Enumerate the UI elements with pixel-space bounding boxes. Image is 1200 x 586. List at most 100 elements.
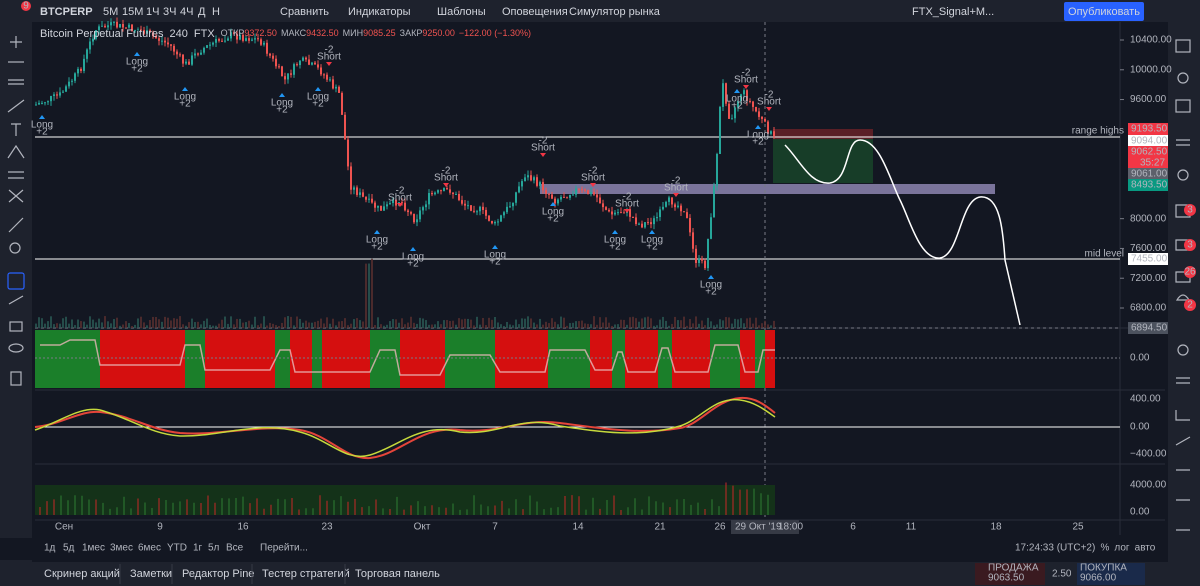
signal-value: +2: [489, 257, 501, 268]
range-button[interactable]: 3мес: [110, 543, 133, 554]
volume-bar: [308, 322, 310, 328]
volume-bar: [137, 318, 139, 328]
volume-bar: [644, 317, 646, 328]
scale-option[interactable]: %: [1101, 543, 1110, 554]
candle: [47, 101, 49, 103]
volume-bar: [647, 316, 649, 328]
volume-bar: [371, 258, 373, 328]
toolbar-button[interactable]: Шаблоны: [437, 6, 486, 18]
buy-button[interactable]: [1077, 563, 1145, 585]
candle: [128, 24, 130, 28]
signal-value: -2: [742, 68, 751, 79]
signal-label: Long: [174, 92, 196, 103]
volume-bar: [224, 316, 226, 328]
signal-value: -2: [589, 166, 598, 177]
candle: [266, 42, 268, 54]
volume-bar: [425, 320, 427, 328]
sell-button[interactable]: [975, 563, 1045, 585]
volume-bar: [461, 319, 463, 328]
candle: [725, 83, 727, 104]
price-badge: [1128, 322, 1168, 334]
volume-bar: [362, 321, 364, 328]
toolbar-button[interactable]: Сравнить: [280, 6, 329, 18]
panel-tab[interactable]: Заметки: [130, 568, 172, 580]
candle: [335, 86, 337, 89]
volume-bar: [650, 318, 652, 328]
toolbar-button[interactable]: Индикаторы: [348, 6, 411, 18]
volume-bar: [521, 318, 523, 328]
candle: [173, 45, 175, 52]
range-button[interactable]: 1г: [193, 543, 203, 554]
candle: [665, 201, 667, 207]
interval-button[interactable]: 1Ч: [146, 6, 159, 18]
interval-button[interactable]: Н: [212, 6, 220, 18]
candle: [572, 194, 574, 196]
time-label: 26: [714, 522, 726, 533]
toolbar-button[interactable]: Симулятор рынка: [569, 6, 661, 18]
candle: [116, 21, 118, 28]
range-button[interactable]: 5д: [63, 543, 75, 554]
interval-button[interactable]: Д: [198, 6, 206, 18]
interval-button[interactable]: 4Ч: [180, 6, 193, 18]
tool-icons[interactable]: [7, 36, 25, 386]
volume-bar: [431, 324, 433, 328]
panel-tab[interactable]: Торговая панель: [355, 568, 440, 580]
volume-bar: [83, 321, 85, 328]
ohlc-label: ЗАКР: [400, 28, 423, 38]
signal-label: Short: [434, 173, 458, 184]
sidebar-icons[interactable]: [1175, 39, 1191, 531]
interval-button[interactable]: 15М: [122, 6, 143, 18]
layout-name[interactable]: FTX_Signal+M...: [912, 6, 994, 18]
volume-bar: [173, 318, 175, 328]
candle: [89, 41, 91, 50]
signal-value: -2: [539, 136, 548, 147]
candle: [356, 187, 358, 195]
volume-bar: [317, 320, 319, 328]
candle: [344, 114, 346, 140]
panel-tab[interactable]: Редактор Pine: [182, 568, 254, 580]
sidebar-badge-count: 3: [1187, 205, 1193, 216]
candle: [146, 30, 148, 34]
candle: [380, 205, 382, 211]
range-button[interactable]: 1д: [44, 543, 56, 554]
range-button[interactable]: 5л: [208, 543, 220, 554]
signal-label: Long: [700, 280, 722, 291]
publish-button[interactable]: [1064, 2, 1144, 21]
candle: [80, 68, 82, 71]
volume-bar: [302, 322, 304, 328]
candle: [140, 29, 142, 31]
volume-bar: [185, 325, 187, 328]
volume-bar: [602, 322, 604, 328]
volume-bar: [515, 319, 517, 328]
candle: [440, 190, 442, 192]
candle: [110, 22, 112, 26]
candle: [452, 192, 454, 195]
volume-bar: [596, 324, 598, 328]
range-button[interactable]: Все: [226, 543, 244, 554]
interval-button[interactable]: 5М: [103, 6, 118, 18]
candle: [269, 53, 271, 56]
volume-bar: [755, 317, 757, 328]
symbol[interactable]: BTCPERP: [40, 6, 93, 18]
candle: [689, 217, 691, 233]
range-button[interactable]: 6мес: [138, 543, 161, 554]
range-button[interactable]: 1мес: [82, 543, 105, 554]
candle: [473, 210, 475, 212]
panel-tab[interactable]: Скринер акций: [44, 568, 120, 580]
volume-bar: [641, 318, 643, 328]
panel-tab[interactable]: Тестер стратегий: [262, 568, 350, 580]
scale-option[interactable]: авто: [1135, 543, 1156, 554]
candle: [212, 42, 214, 45]
volume-bar: [65, 316, 67, 328]
signal-value: +2: [547, 214, 559, 225]
volume-bar: [689, 319, 691, 328]
interval-button[interactable]: 3Ч: [163, 6, 176, 18]
sell-label: ПРОДАЖА: [988, 563, 1039, 574]
volume-bar: [659, 319, 661, 328]
range-button[interactable]: YTD: [167, 543, 187, 554]
toolbar-button[interactable]: Оповещения: [502, 6, 568, 18]
candle: [203, 47, 205, 53]
scale-option[interactable]: лог: [1114, 543, 1130, 554]
goto-button[interactable]: Перейти...: [260, 543, 308, 554]
